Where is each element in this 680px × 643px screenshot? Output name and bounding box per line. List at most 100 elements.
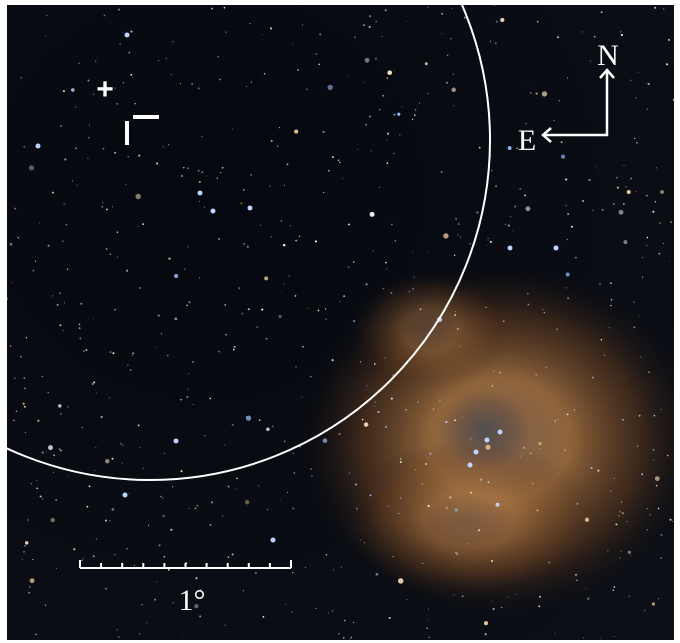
star	[489, 40, 491, 42]
star	[439, 399, 441, 402]
star	[52, 295, 54, 297]
star	[626, 521, 628, 523]
star	[668, 260, 670, 262]
star	[209, 524, 212, 526]
star	[344, 619, 346, 622]
star	[641, 256, 644, 259]
star	[199, 615, 202, 618]
star	[170, 74, 172, 76]
star	[162, 497, 164, 499]
star	[495, 20, 498, 23]
star	[204, 435, 206, 437]
star	[350, 636, 353, 639]
star	[601, 208, 604, 211]
star	[457, 234, 459, 236]
star	[493, 370, 495, 372]
star	[23, 405, 26, 408]
star	[187, 246, 189, 248]
star	[570, 225, 573, 228]
bright-star	[197, 190, 203, 196]
marker: +	[96, 73, 114, 106]
star	[585, 588, 587, 590]
star	[394, 239, 397, 242]
star	[138, 154, 141, 157]
star	[633, 301, 635, 303]
star	[419, 308, 422, 311]
star	[163, 452, 166, 454]
star	[70, 88, 75, 92]
star	[636, 445, 639, 447]
star	[375, 572, 379, 576]
star	[206, 175, 208, 177]
star	[566, 238, 568, 241]
star	[48, 445, 53, 451]
star	[455, 217, 457, 220]
star	[283, 440, 286, 443]
star	[225, 31, 227, 33]
star	[339, 161, 341, 164]
star	[154, 598, 156, 601]
star	[486, 244, 488, 246]
star	[315, 607, 317, 609]
star	[293, 472, 296, 474]
star	[64, 158, 67, 161]
star	[310, 468, 312, 470]
star	[119, 43, 121, 46]
star	[460, 236, 462, 238]
star	[137, 424, 140, 427]
star	[633, 326, 636, 329]
star	[186, 304, 188, 307]
star	[318, 63, 321, 66]
star	[502, 389, 503, 391]
star	[174, 273, 179, 279]
star	[210, 501, 214, 504]
star	[24, 541, 29, 545]
star	[348, 472, 351, 474]
star	[446, 54, 449, 57]
star	[162, 515, 165, 517]
star	[500, 17, 505, 23]
star	[469, 438, 472, 440]
star-field	[7, 5, 674, 640]
star	[501, 606, 503, 609]
star	[270, 139, 273, 142]
star	[536, 20, 539, 23]
star	[343, 637, 345, 639]
star	[157, 314, 159, 316]
star	[576, 502, 579, 505]
star	[15, 410, 18, 413]
star	[120, 442, 123, 445]
star	[542, 308, 544, 310]
star	[325, 318, 327, 320]
star	[197, 169, 200, 172]
star	[530, 91, 532, 94]
star	[567, 297, 570, 300]
star	[76, 184, 78, 186]
bright-star	[484, 437, 490, 443]
star	[663, 8, 665, 10]
star	[331, 359, 334, 362]
star	[440, 171, 443, 174]
star	[116, 629, 118, 631]
star	[399, 461, 402, 464]
star	[352, 621, 354, 623]
star	[183, 268, 186, 271]
star	[39, 222, 40, 224]
nebula-lobe	[340, 440, 600, 600]
star	[445, 420, 448, 424]
star	[428, 636, 430, 639]
star	[429, 452, 432, 455]
star	[627, 550, 631, 554]
star	[14, 377, 16, 379]
star	[270, 236, 273, 238]
star	[654, 476, 660, 481]
star	[323, 192, 325, 194]
star	[28, 591, 31, 594]
star	[131, 354, 133, 356]
star	[374, 401, 376, 403]
star	[592, 209, 594, 212]
star	[191, 83, 193, 85]
star	[122, 444, 124, 446]
star	[654, 201, 657, 203]
